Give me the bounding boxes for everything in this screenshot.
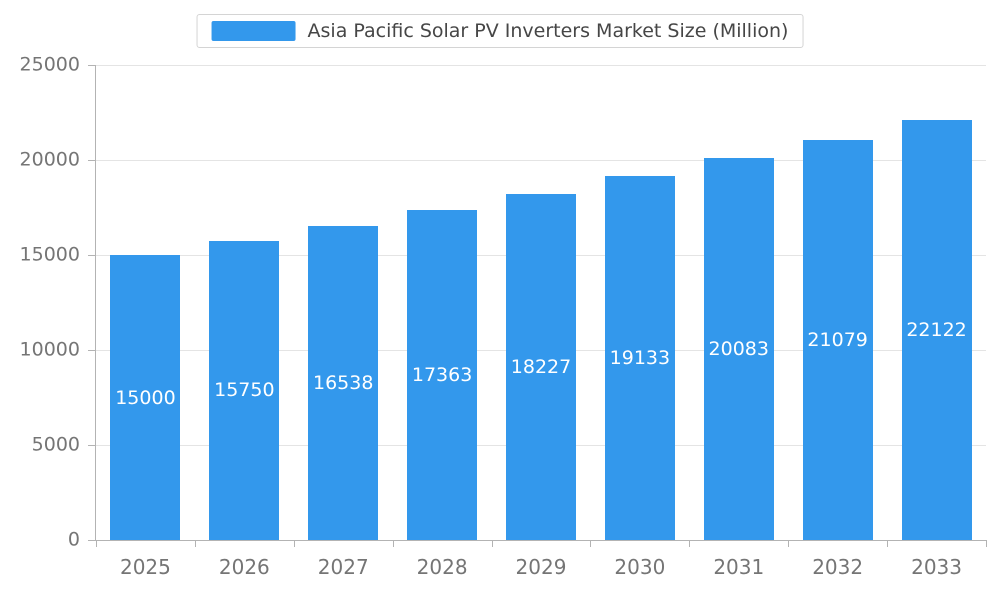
x-axis-tick-label: 2025	[119, 555, 171, 579]
y-axis-tick	[88, 255, 96, 256]
x-axis-tick-label: 2027	[317, 555, 369, 579]
x-axis-tick	[392, 540, 394, 547]
bar[interactable]: 20083	[703, 158, 774, 540]
y-axis-tick-label: 20000	[19, 148, 80, 171]
x-axis-tick-label: 2031	[713, 555, 765, 579]
bar[interactable]: 16538	[308, 225, 379, 540]
x-axis-tick	[96, 540, 97, 547]
y-axis-tick-label: 15000	[19, 243, 80, 266]
x-axis-tick	[689, 540, 691, 547]
x-axis-tick	[887, 540, 889, 547]
x-axis-tick	[194, 540, 196, 547]
bar-value-label: 15000	[115, 386, 176, 409]
bar-value-label: 19133	[609, 347, 671, 370]
x-axis-tick-label: 2030	[614, 555, 666, 579]
bar[interactable]: 15000	[110, 255, 181, 540]
bar[interactable]: 18227	[506, 193, 576, 540]
bar-value-label: 22122	[906, 318, 967, 341]
bar-value-label: 18227	[510, 355, 572, 378]
x-axis-tick	[293, 540, 295, 547]
y-axis-tick-label: 5000	[31, 433, 80, 456]
y-axis-tick	[88, 350, 96, 351]
chart-legend[interactable]: Asia Pacific Solar PV Inverters Market S…	[196, 14, 804, 48]
y-axis-tick	[88, 540, 96, 541]
x-axis-tick	[986, 540, 987, 547]
bar-value-label: 20083	[708, 338, 769, 361]
gridline	[96, 160, 986, 161]
x-axis-tick-label: 2029	[515, 555, 567, 579]
y-axis-tick-label: 10000	[19, 338, 80, 361]
bar[interactable]: 17363	[407, 210, 478, 540]
bar-value-label: 16538	[312, 371, 374, 394]
chart-title: Asia Pacific Solar PV Inverters Market S…	[307, 20, 789, 42]
x-axis-tick	[590, 540, 592, 547]
x-axis-tick	[491, 540, 493, 547]
x-axis-tick-label: 2033	[911, 555, 962, 579]
bar[interactable]: 15750	[209, 240, 280, 540]
bar-value-label: 15750	[214, 379, 275, 402]
x-axis-tick	[788, 540, 790, 547]
bar[interactable]: 19133	[604, 176, 675, 540]
bar-value-label: 17363	[411, 364, 473, 387]
plot-area: 0 5000 10000 15000 20000 25000 15000 2025 15750 2…	[20, 55, 987, 579]
bar-value-label: 21079	[807, 328, 868, 351]
x-axis-tick-label: 2032	[812, 555, 864, 579]
y-axis-tick	[88, 160, 96, 161]
x-axis-tick-label: 2028	[416, 555, 468, 579]
gridline	[96, 65, 986, 66]
y-axis-tick	[88, 65, 96, 66]
x-axis-tick-label: 2026	[218, 555, 270, 579]
legend-swatch-icon	[211, 21, 296, 41]
y-axis-tick-label: 0	[67, 528, 80, 551]
bar[interactable]: 21079	[802, 139, 873, 540]
y-axis-tick	[88, 445, 96, 446]
y-axis-tick-label: 25000	[19, 53, 80, 76]
bar[interactable]: 22122	[901, 119, 972, 540]
